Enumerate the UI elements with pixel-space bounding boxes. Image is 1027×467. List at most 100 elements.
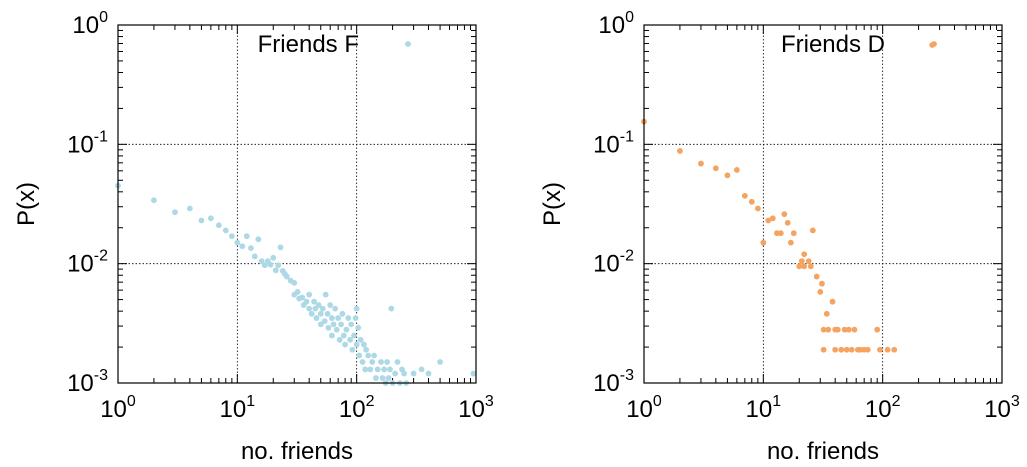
legend-label: Friends D xyxy=(781,31,885,58)
data-point xyxy=(787,239,794,246)
data-point xyxy=(838,346,845,353)
data-point xyxy=(891,346,898,353)
data-point xyxy=(359,359,366,365)
tick-base: 10 xyxy=(593,370,620,397)
data-point xyxy=(388,305,395,312)
data-point xyxy=(392,370,399,377)
data-point xyxy=(741,192,748,199)
data-point xyxy=(306,291,313,298)
data-point xyxy=(874,326,881,333)
data-point xyxy=(353,341,360,348)
y-tick-label: 10-2 xyxy=(593,248,634,278)
data-point xyxy=(303,298,310,305)
data-point xyxy=(418,366,425,373)
data-point xyxy=(805,258,812,265)
data-point xyxy=(347,336,353,343)
y-tick-label: 100 xyxy=(598,9,634,39)
data-point xyxy=(698,160,704,167)
data-point xyxy=(251,253,258,260)
tick-base: 10 xyxy=(865,396,892,423)
tick-base: 10 xyxy=(458,396,485,423)
y-tick-label: 10-3 xyxy=(593,367,634,397)
data-point xyxy=(777,230,784,237)
data-point xyxy=(394,359,401,365)
data-point xyxy=(338,321,344,328)
tick-base: 10 xyxy=(598,12,625,39)
tick-exponent: 3 xyxy=(1011,393,1020,410)
tick-base: 10 xyxy=(220,396,247,423)
data-point xyxy=(385,375,392,381)
data-point xyxy=(437,359,443,365)
data-point xyxy=(851,326,858,333)
data-point xyxy=(848,346,855,353)
data-point xyxy=(796,263,803,270)
y-axis-label: P(x) xyxy=(13,182,40,226)
data-point xyxy=(239,243,246,250)
data-point xyxy=(373,375,379,381)
data-point xyxy=(313,315,320,321)
legend-marker xyxy=(931,41,937,47)
tick-base: 10 xyxy=(67,251,94,278)
data-point xyxy=(733,167,740,173)
data-point xyxy=(277,244,284,251)
data-point xyxy=(387,366,393,373)
legend-marker xyxy=(405,41,411,47)
x-tick-label: 101 xyxy=(220,393,256,423)
data-point xyxy=(832,346,839,353)
tick-exponent: -3 xyxy=(620,367,634,384)
data-point xyxy=(809,227,816,234)
data-point xyxy=(362,366,369,373)
data-point xyxy=(330,321,337,328)
data-point xyxy=(258,258,265,265)
data-point xyxy=(324,310,331,317)
data-point xyxy=(315,302,322,308)
tick-exponent: 0 xyxy=(99,9,108,26)
data-point xyxy=(384,359,391,365)
data-point xyxy=(291,279,298,286)
data-point xyxy=(356,352,363,359)
data-point xyxy=(677,148,683,154)
data-point xyxy=(807,263,814,270)
tick-exponent: 0 xyxy=(625,9,634,26)
data-point xyxy=(884,346,891,353)
data-point xyxy=(319,305,326,312)
data-point xyxy=(306,305,313,312)
data-point xyxy=(243,233,250,240)
data-point xyxy=(311,298,318,305)
data-point xyxy=(798,258,805,265)
data-point xyxy=(369,359,376,365)
tick-base: 10 xyxy=(593,131,620,158)
data-point xyxy=(267,261,274,268)
data-point xyxy=(327,302,334,308)
data-point xyxy=(357,336,364,343)
x-tick-label: 101 xyxy=(746,393,782,423)
data-point xyxy=(339,310,346,317)
y-tick-label: 10-1 xyxy=(593,128,634,158)
data-point xyxy=(813,273,820,280)
data-point xyxy=(367,366,374,373)
tick-exponent: 2 xyxy=(366,393,375,410)
tick-exponent: -3 xyxy=(94,367,108,384)
data-point xyxy=(255,236,262,243)
data-point xyxy=(371,352,378,359)
data-point xyxy=(410,370,417,377)
data-point xyxy=(349,346,356,353)
data-point xyxy=(275,262,282,269)
y-axis-label: P(x) xyxy=(539,182,566,226)
tick-exponent: -2 xyxy=(94,248,108,265)
tick-base: 10 xyxy=(339,396,366,423)
data-point xyxy=(317,321,324,328)
x-axis-label: no. friends xyxy=(241,438,353,465)
x-tick-label: 100 xyxy=(100,393,136,423)
tick-exponent: 0 xyxy=(653,393,662,410)
tick-base: 10 xyxy=(626,396,653,423)
data-point xyxy=(754,205,761,212)
x-axis-label: no. friends xyxy=(767,438,879,465)
data-point xyxy=(834,326,841,333)
data-point xyxy=(151,197,157,204)
y-tick-label: 100 xyxy=(72,9,108,39)
